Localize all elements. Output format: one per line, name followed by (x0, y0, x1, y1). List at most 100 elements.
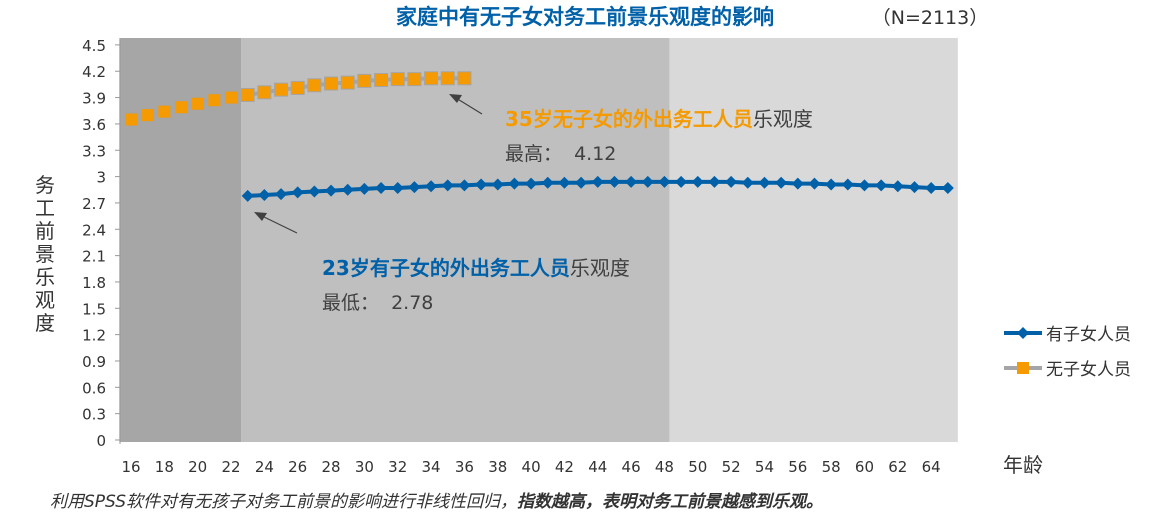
data-point-with-children (808, 177, 821, 190)
x-tick-label: 22 (221, 458, 240, 476)
data-point-without-children (457, 71, 472, 86)
x-tick-label: 60 (855, 458, 874, 476)
annotation-min: 23岁有子女的外出务工人员乐观度 最低： 2.78 (254, 212, 630, 314)
annotation-max-rest: 乐观度 (753, 107, 813, 131)
data-point-with-children (458, 179, 471, 192)
data-point-without-children (207, 93, 222, 108)
shaded-band-2 (669, 38, 958, 442)
data-point-without-children (357, 73, 372, 88)
svg-text:无子女人员: 无子女人员 (1046, 360, 1131, 380)
data-point-with-children (725, 175, 738, 188)
data-point-without-children (157, 104, 172, 119)
legend-item-without-children: 无子女人员 (1004, 360, 1131, 380)
data-point-without-children (440, 71, 455, 86)
data-point-without-children (124, 112, 138, 127)
y-tick-label: 3.9 (82, 90, 106, 108)
data-point-without-children (257, 85, 272, 100)
data-point-without-children (290, 80, 305, 95)
data-point-with-children (875, 179, 888, 192)
annotation-max: 35岁无子女的外出务工人员乐观度 最高： 4.12 (449, 94, 813, 165)
y-tick-label: 3.6 (82, 116, 106, 134)
data-point-with-children (391, 182, 404, 195)
data-point-with-children (375, 182, 388, 195)
data-point-with-children (758, 176, 771, 189)
data-point-with-children (591, 175, 604, 188)
data-point-with-children (425, 180, 438, 193)
legend-item-with-children: 有子女人员 (1004, 325, 1131, 345)
data-point-without-children (390, 72, 405, 87)
annotation-max-highlight: 35岁无子女的外出务工人员 (505, 107, 753, 131)
x-tick-label: 50 (688, 458, 707, 476)
arrow-icon (449, 94, 462, 103)
x-tick-label: 16 (121, 458, 140, 476)
annotation-min-rest: 乐观度 (570, 256, 630, 280)
y-tick-label: 1.2 (82, 327, 106, 345)
svg-text:23岁有子女的外出务工人员乐观度: 23岁有子女的外出务工人员乐观度 (322, 256, 630, 280)
x-tick-label: 44 (588, 458, 607, 476)
data-point-with-children (258, 189, 271, 202)
data-point-with-children (658, 175, 671, 188)
x-tick-label: 38 (488, 458, 507, 476)
y-tick-label: 1.8 (82, 274, 106, 292)
data-point-with-children (558, 176, 571, 189)
data-point-with-children (341, 183, 354, 196)
data-point-with-children (441, 179, 454, 192)
y-tick-label: 0.9 (82, 353, 106, 371)
x-tick-label: 56 (788, 458, 807, 476)
x-tick-label: 18 (155, 458, 174, 476)
shaded-band-1 (241, 38, 670, 442)
y-tick-label: 3 (96, 169, 106, 187)
data-point-with-children (275, 188, 288, 201)
diamond-marker-icon (1017, 327, 1029, 339)
footnote-bold: 指数越高，表明对务工前景越感到乐观。 (517, 492, 823, 512)
data-point-without-children (324, 76, 339, 91)
chart-title: 家庭中有无子女对务工前景乐观度的影响 (396, 5, 774, 29)
data-point-with-children (858, 179, 871, 192)
annotation-max-value: 最高： 4.12 (505, 143, 616, 165)
data-point-with-children (741, 176, 754, 189)
data-point-with-children (575, 176, 588, 189)
y-tick-label: 0.3 (82, 406, 106, 424)
x-tick-label: 32 (388, 458, 407, 476)
data-point-with-children (941, 182, 954, 195)
x-tick-label: 36 (455, 458, 474, 476)
data-point-with-children (241, 189, 254, 202)
data-point-without-children (424, 71, 439, 86)
data-point-with-children (791, 177, 804, 190)
x-tick-label: 34 (422, 458, 441, 476)
data-point-with-children (308, 185, 321, 198)
y-tick-label: 2.4 (82, 221, 106, 239)
y-tick-label: 3.3 (82, 142, 106, 160)
footnote: 利用SPSS软件对有无孩子对务工前景的影响进行非线性回归，指数越高，表明对务工前… (50, 492, 823, 512)
annotation-min-highlight: 23岁有子女的外出务工人员 (322, 256, 570, 280)
x-tick-label: 46 (622, 458, 641, 476)
x-axis-label: 年龄 (1003, 453, 1043, 477)
y-tick-label: 4.2 (82, 63, 106, 81)
y-tick-label: 2.7 (82, 195, 106, 213)
annotation-min-value: 最低： 2.78 (322, 292, 433, 314)
data-point-without-children (307, 78, 322, 93)
arrow-icon (254, 212, 267, 221)
data-point-with-children (841, 178, 854, 191)
x-tick-label: 20 (188, 458, 207, 476)
data-point-with-children (408, 181, 421, 194)
data-point-with-children (625, 175, 638, 188)
data-point-without-children (374, 73, 389, 88)
y-tick-label: 2.1 (82, 248, 106, 266)
legend: 有子女人员 无子女人员 (1004, 325, 1131, 380)
data-point-without-children (407, 72, 422, 87)
data-point-with-children (691, 175, 704, 188)
data-point-with-children (525, 177, 538, 190)
data-point-without-children (340, 75, 355, 90)
x-tick-label: 30 (355, 458, 374, 476)
y-axis-label: 务工前景乐观度 (35, 173, 55, 335)
data-point-with-children (475, 178, 488, 191)
data-point-with-children (608, 175, 621, 188)
svg-text:35岁无子女的外出务工人员乐观度: 35岁无子女的外出务工人员乐观度 (505, 107, 813, 131)
x-tick-label: 40 (522, 458, 541, 476)
data-point-with-children (508, 177, 521, 190)
x-tick-label: 48 (655, 458, 674, 476)
x-tick-label: 54 (755, 458, 774, 476)
